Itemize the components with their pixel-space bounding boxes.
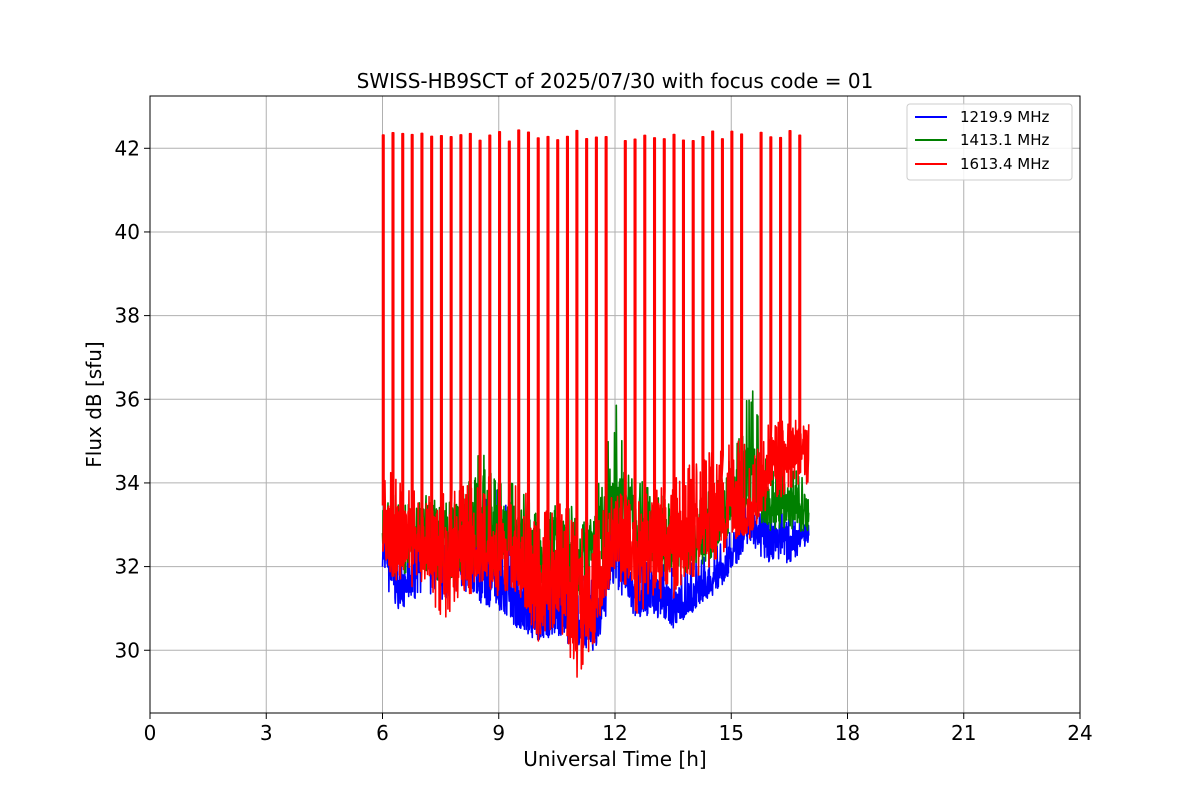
legend: 1219.9 MHz 1413.1 MHz 1613.4 MHz [906,103,1073,181]
x-axis-title: Universal Time [h] [523,747,706,771]
chart-title: SWISS-HB9SCT of 2025/07/30 with focus co… [357,69,874,93]
y-tick-label: 32 [115,555,140,579]
x-tick-label: 6 [376,721,389,745]
x-tick-label: 18 [835,721,860,745]
series-line-1613.4 [381,129,810,678]
legend-label-1219: 1219.9 MHz [960,108,1049,126]
series-layer [381,129,810,678]
x-tick-label: 24 [1067,721,1092,745]
y-tick-label: 42 [115,136,140,160]
legend-label-1413: 1413.1 MHz [960,131,1049,149]
y-tick-label: 36 [115,387,140,411]
legend-label-1613: 1613.4 MHz [960,155,1049,173]
x-tick-label: 12 [602,721,627,745]
x-tick-label: 3 [260,721,273,745]
x-tick-label: 21 [951,721,976,745]
y-axis-title: Flux dB [sfu] [82,341,106,467]
x-tick-label: 0 [144,721,157,745]
y-tick-label: 40 [115,220,140,244]
y-tick-label: 30 [115,638,140,662]
y-tick-label: 34 [115,471,140,495]
legend-box [906,103,1073,181]
x-tick-label: 15 [719,721,744,745]
x-tick-label: 9 [492,721,505,745]
y-tick-label: 38 [115,304,140,328]
